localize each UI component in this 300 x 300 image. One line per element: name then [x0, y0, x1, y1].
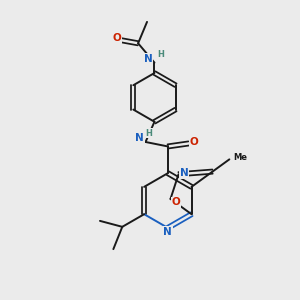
Text: O: O	[112, 33, 121, 43]
Text: N: N	[135, 134, 144, 143]
Text: O: O	[190, 137, 198, 147]
Text: N: N	[179, 168, 188, 178]
Text: H: H	[146, 129, 152, 138]
Text: N: N	[164, 227, 172, 237]
Text: O: O	[172, 197, 180, 208]
Text: Me: Me	[234, 153, 248, 162]
Text: N: N	[143, 54, 152, 64]
Text: H: H	[157, 50, 164, 59]
